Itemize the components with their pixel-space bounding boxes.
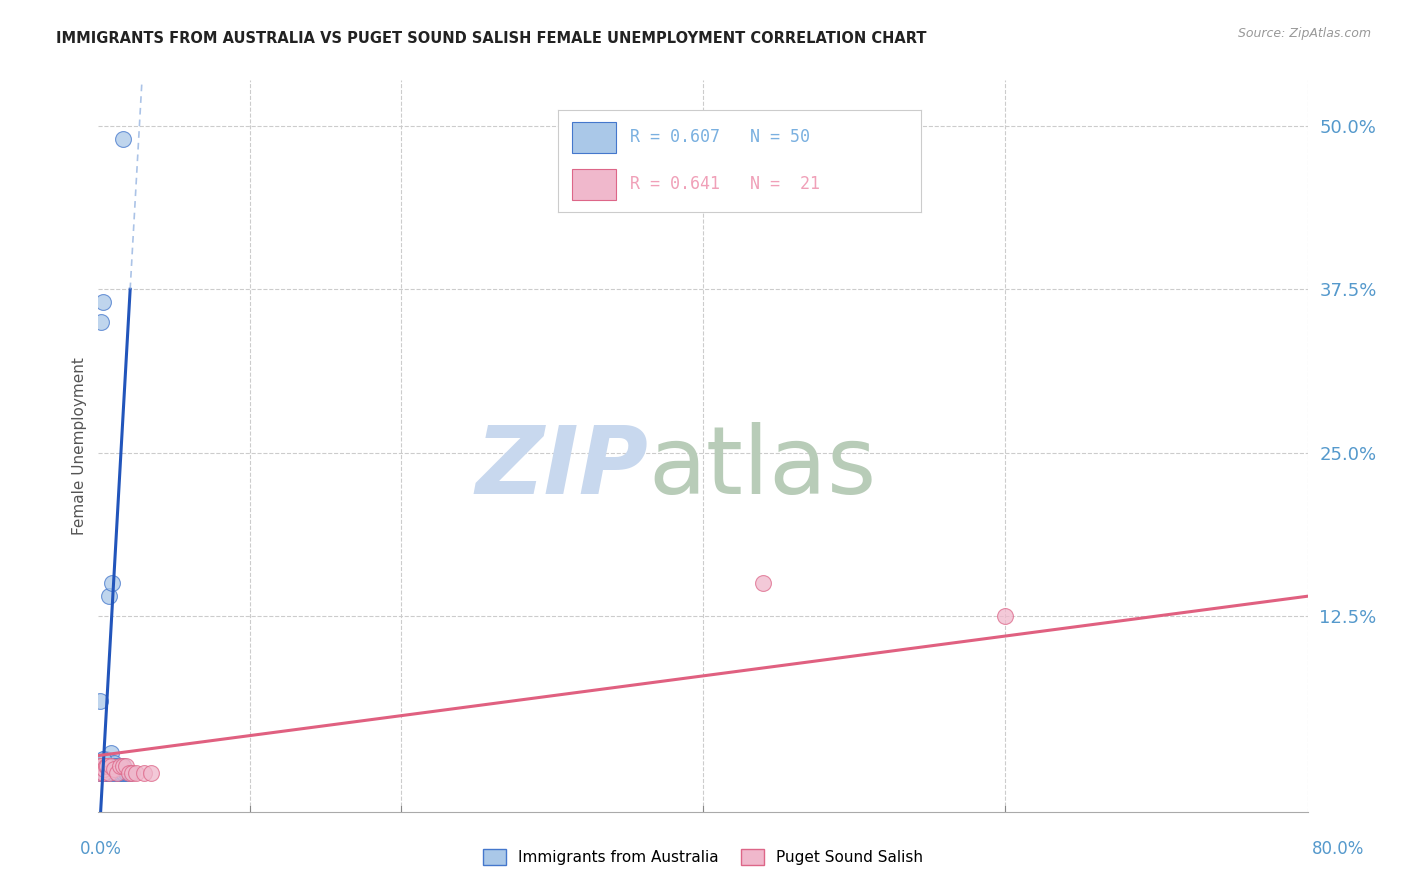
Point	[100, 759, 122, 773]
Point	[104, 759, 127, 773]
Point	[94, 759, 117, 773]
Point	[90, 315, 112, 329]
Point	[115, 765, 138, 780]
Point	[90, 759, 112, 773]
Text: 80.0%: 80.0%	[1312, 840, 1365, 858]
Point	[103, 765, 125, 780]
Point	[90, 762, 112, 776]
Point	[89, 765, 111, 780]
Point	[90, 759, 112, 773]
Text: ZIP: ZIP	[475, 422, 648, 514]
Point	[98, 759, 121, 773]
Text: atlas: atlas	[648, 422, 877, 514]
Point	[93, 762, 115, 776]
Point	[105, 765, 128, 780]
Point	[91, 765, 114, 780]
Point	[111, 132, 134, 146]
Point	[121, 765, 143, 780]
Point	[91, 759, 114, 773]
Point	[132, 765, 155, 780]
Text: 0.0%: 0.0%	[80, 840, 122, 858]
Point	[114, 759, 136, 773]
Point	[96, 762, 118, 776]
Point	[141, 765, 163, 780]
Text: IMMIGRANTS FROM AUSTRALIA VS PUGET SOUND SALISH FEMALE UNEMPLOYMENT CORRELATION : IMMIGRANTS FROM AUSTRALIA VS PUGET SOUND…	[56, 31, 927, 46]
Point	[101, 576, 124, 591]
Point	[105, 765, 128, 780]
Point	[110, 765, 132, 780]
Point	[93, 759, 115, 773]
Point	[110, 759, 132, 773]
Point	[103, 759, 125, 773]
Point	[104, 759, 127, 773]
Point	[120, 765, 142, 780]
Point	[103, 756, 125, 771]
Point	[98, 765, 121, 780]
Point	[94, 765, 117, 780]
Y-axis label: Female Unemployment: Female Unemployment	[72, 357, 87, 535]
Point	[114, 765, 136, 780]
Point	[105, 765, 128, 780]
Point	[100, 765, 122, 780]
Point	[111, 759, 134, 773]
Point	[107, 759, 129, 773]
Point	[107, 765, 129, 780]
Point	[91, 295, 114, 310]
Point	[94, 752, 117, 766]
Point	[108, 759, 131, 773]
Point	[108, 765, 131, 780]
Point	[91, 752, 114, 766]
Point	[96, 765, 118, 780]
Point	[91, 762, 114, 776]
Point	[93, 756, 115, 771]
Text: Source: ZipAtlas.com: Source: ZipAtlas.com	[1237, 27, 1371, 40]
Point	[752, 576, 775, 591]
Point	[111, 765, 134, 780]
Point	[108, 765, 131, 780]
Legend: Immigrants from Australia, Puget Sound Salish: Immigrants from Australia, Puget Sound S…	[477, 843, 929, 871]
Point	[90, 759, 112, 773]
Point	[100, 759, 122, 773]
Point	[112, 765, 135, 780]
Point	[91, 765, 114, 780]
Point	[98, 589, 121, 603]
Point	[89, 694, 111, 708]
Point	[98, 765, 121, 780]
Point	[101, 759, 124, 773]
Point	[93, 752, 115, 766]
Point	[89, 759, 111, 773]
Point	[94, 762, 117, 776]
Point	[96, 765, 118, 780]
Point	[111, 759, 134, 773]
Point	[89, 765, 111, 780]
Point	[118, 765, 141, 780]
Point	[125, 765, 148, 780]
Point	[93, 765, 115, 780]
Point	[103, 762, 125, 776]
Point	[90, 765, 112, 780]
Point	[100, 746, 122, 760]
Point	[994, 608, 1017, 623]
Point	[118, 765, 141, 780]
Point	[96, 759, 118, 773]
